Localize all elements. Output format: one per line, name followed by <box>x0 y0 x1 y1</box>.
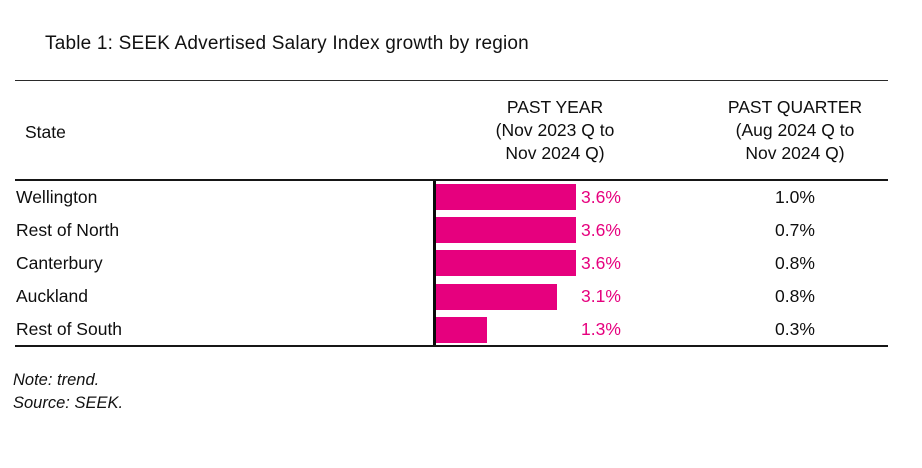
column-header-past-year-line1: PAST YEAR <box>506 97 604 117</box>
table-row: Rest of North 3.6% 0.7% <box>0 214 922 247</box>
past-year-bar <box>436 283 557 310</box>
past-year-value: 3.1% <box>581 286 621 307</box>
source-text: Source: SEEK. <box>13 394 124 412</box>
past-quarter-value: 0.8% <box>775 286 815 307</box>
column-header-past-year: PAST YEAR (Nov 2023 Q to Nov 2024 Q) <box>435 96 675 165</box>
past-year-value: 3.6% <box>581 252 621 273</box>
past-year-value: 3.6% <box>581 219 621 240</box>
footnotes: Note: trend. Source: SEEK. <box>13 369 123 415</box>
header-separator-rule <box>15 179 888 181</box>
state-label: Wellington <box>16 186 98 207</box>
state-label: Auckland <box>16 286 88 307</box>
bar-baseline-axis <box>433 181 436 346</box>
table-row: Rest of South 1.3% 0.3% <box>0 313 922 346</box>
state-label: Rest of South <box>16 319 123 340</box>
past-quarter-value: 1.0% <box>775 186 815 207</box>
state-label: Canterbury <box>16 252 103 273</box>
bottom-rule <box>15 345 888 347</box>
past-year-value: 3.6% <box>581 186 621 207</box>
past-year-bar <box>436 217 577 244</box>
table-row: Wellington 3.6% 1.0% <box>0 181 922 214</box>
past-year-bar <box>436 184 577 211</box>
table-row: Canterbury 3.6% 0.8% <box>0 247 922 280</box>
column-header-past-quarter-line2: (Aug 2024 Q to <box>735 120 855 140</box>
past-quarter-value: 0.7% <box>775 219 815 240</box>
table-title: Table 1: SEEK Advertised Salary Index gr… <box>45 33 529 54</box>
column-header-state: State <box>25 122 66 142</box>
table-body: Wellington 3.6% 1.0% Rest of North 3.6% … <box>0 181 922 347</box>
top-rule <box>15 80 888 81</box>
column-header-past-year-line3: Nov 2024 Q) <box>505 143 605 163</box>
table-row: Auckland 3.1% 0.8% <box>0 280 922 313</box>
state-label: Rest of North <box>16 219 120 240</box>
past-year-value: 1.3% <box>581 319 621 340</box>
past-quarter-value: 0.3% <box>775 319 815 340</box>
note-text: Note: trend. <box>13 371 100 389</box>
past-year-bar <box>436 250 577 277</box>
past-year-bar <box>436 316 487 343</box>
column-header-past-quarter: PAST QUARTER (Aug 2024 Q to Nov 2024 Q) <box>690 96 900 165</box>
column-header-past-quarter-line3: Nov 2024 Q) <box>745 143 845 163</box>
column-header-past-year-line2: (Nov 2023 Q to <box>495 120 615 140</box>
past-quarter-value: 0.8% <box>775 252 815 273</box>
column-header-past-quarter-line1: PAST QUARTER <box>727 97 863 117</box>
